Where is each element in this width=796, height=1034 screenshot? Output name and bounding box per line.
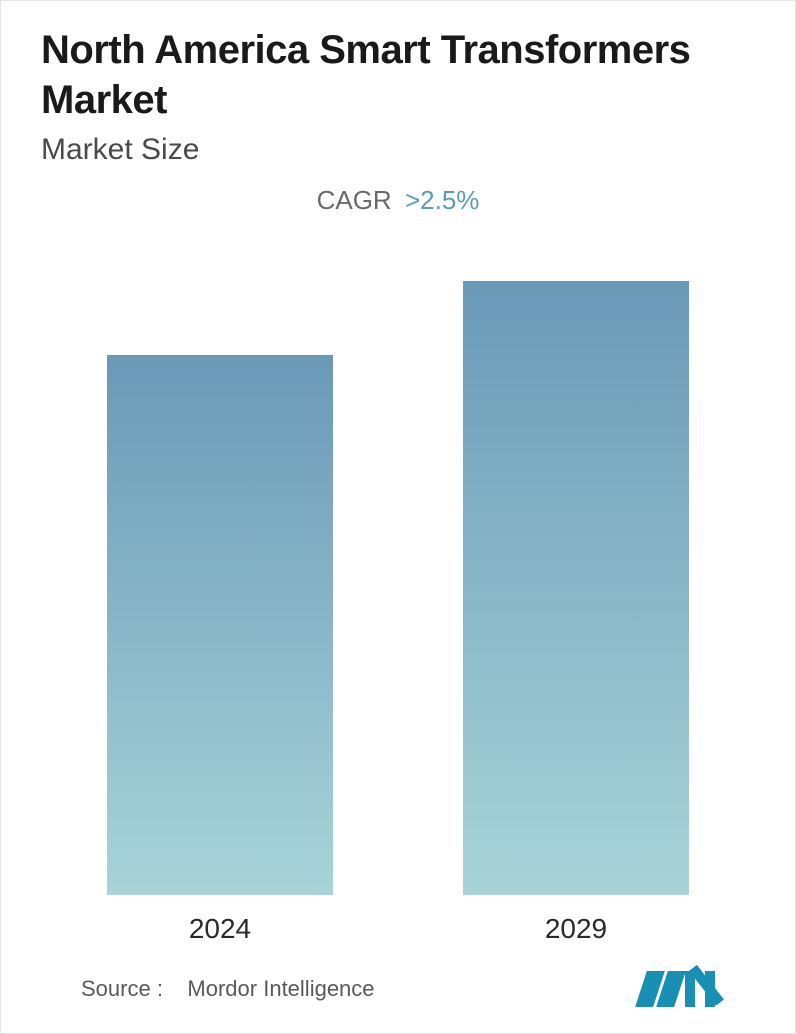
source-label: Source :	[81, 976, 163, 1001]
bar-2024	[107, 355, 333, 895]
cagr-label: CAGR	[317, 185, 392, 215]
page-subtitle: Market Size	[41, 133, 755, 167]
bar-label-2029: 2029	[545, 913, 607, 945]
footer: Source : Mordor Intelligence	[41, 945, 755, 1033]
page-title: North America Smart Transformers Market	[41, 25, 755, 125]
bar-group-2029: 2029	[463, 281, 689, 945]
bar-group-2024: 2024	[107, 355, 333, 945]
cagr-row: CAGR >2.5%	[41, 185, 755, 216]
brand-logo-icon	[641, 971, 715, 1007]
bar-2029	[463, 281, 689, 895]
bar-label-2024: 2024	[189, 913, 251, 945]
chart-container: North America Smart Transformers Market …	[1, 1, 795, 1033]
cagr-value: >2.5%	[405, 185, 479, 215]
source-text: Source : Mordor Intelligence	[81, 976, 375, 1002]
source-name: Mordor Intelligence	[187, 976, 374, 1001]
bar-chart: 2024 2029	[41, 216, 755, 945]
